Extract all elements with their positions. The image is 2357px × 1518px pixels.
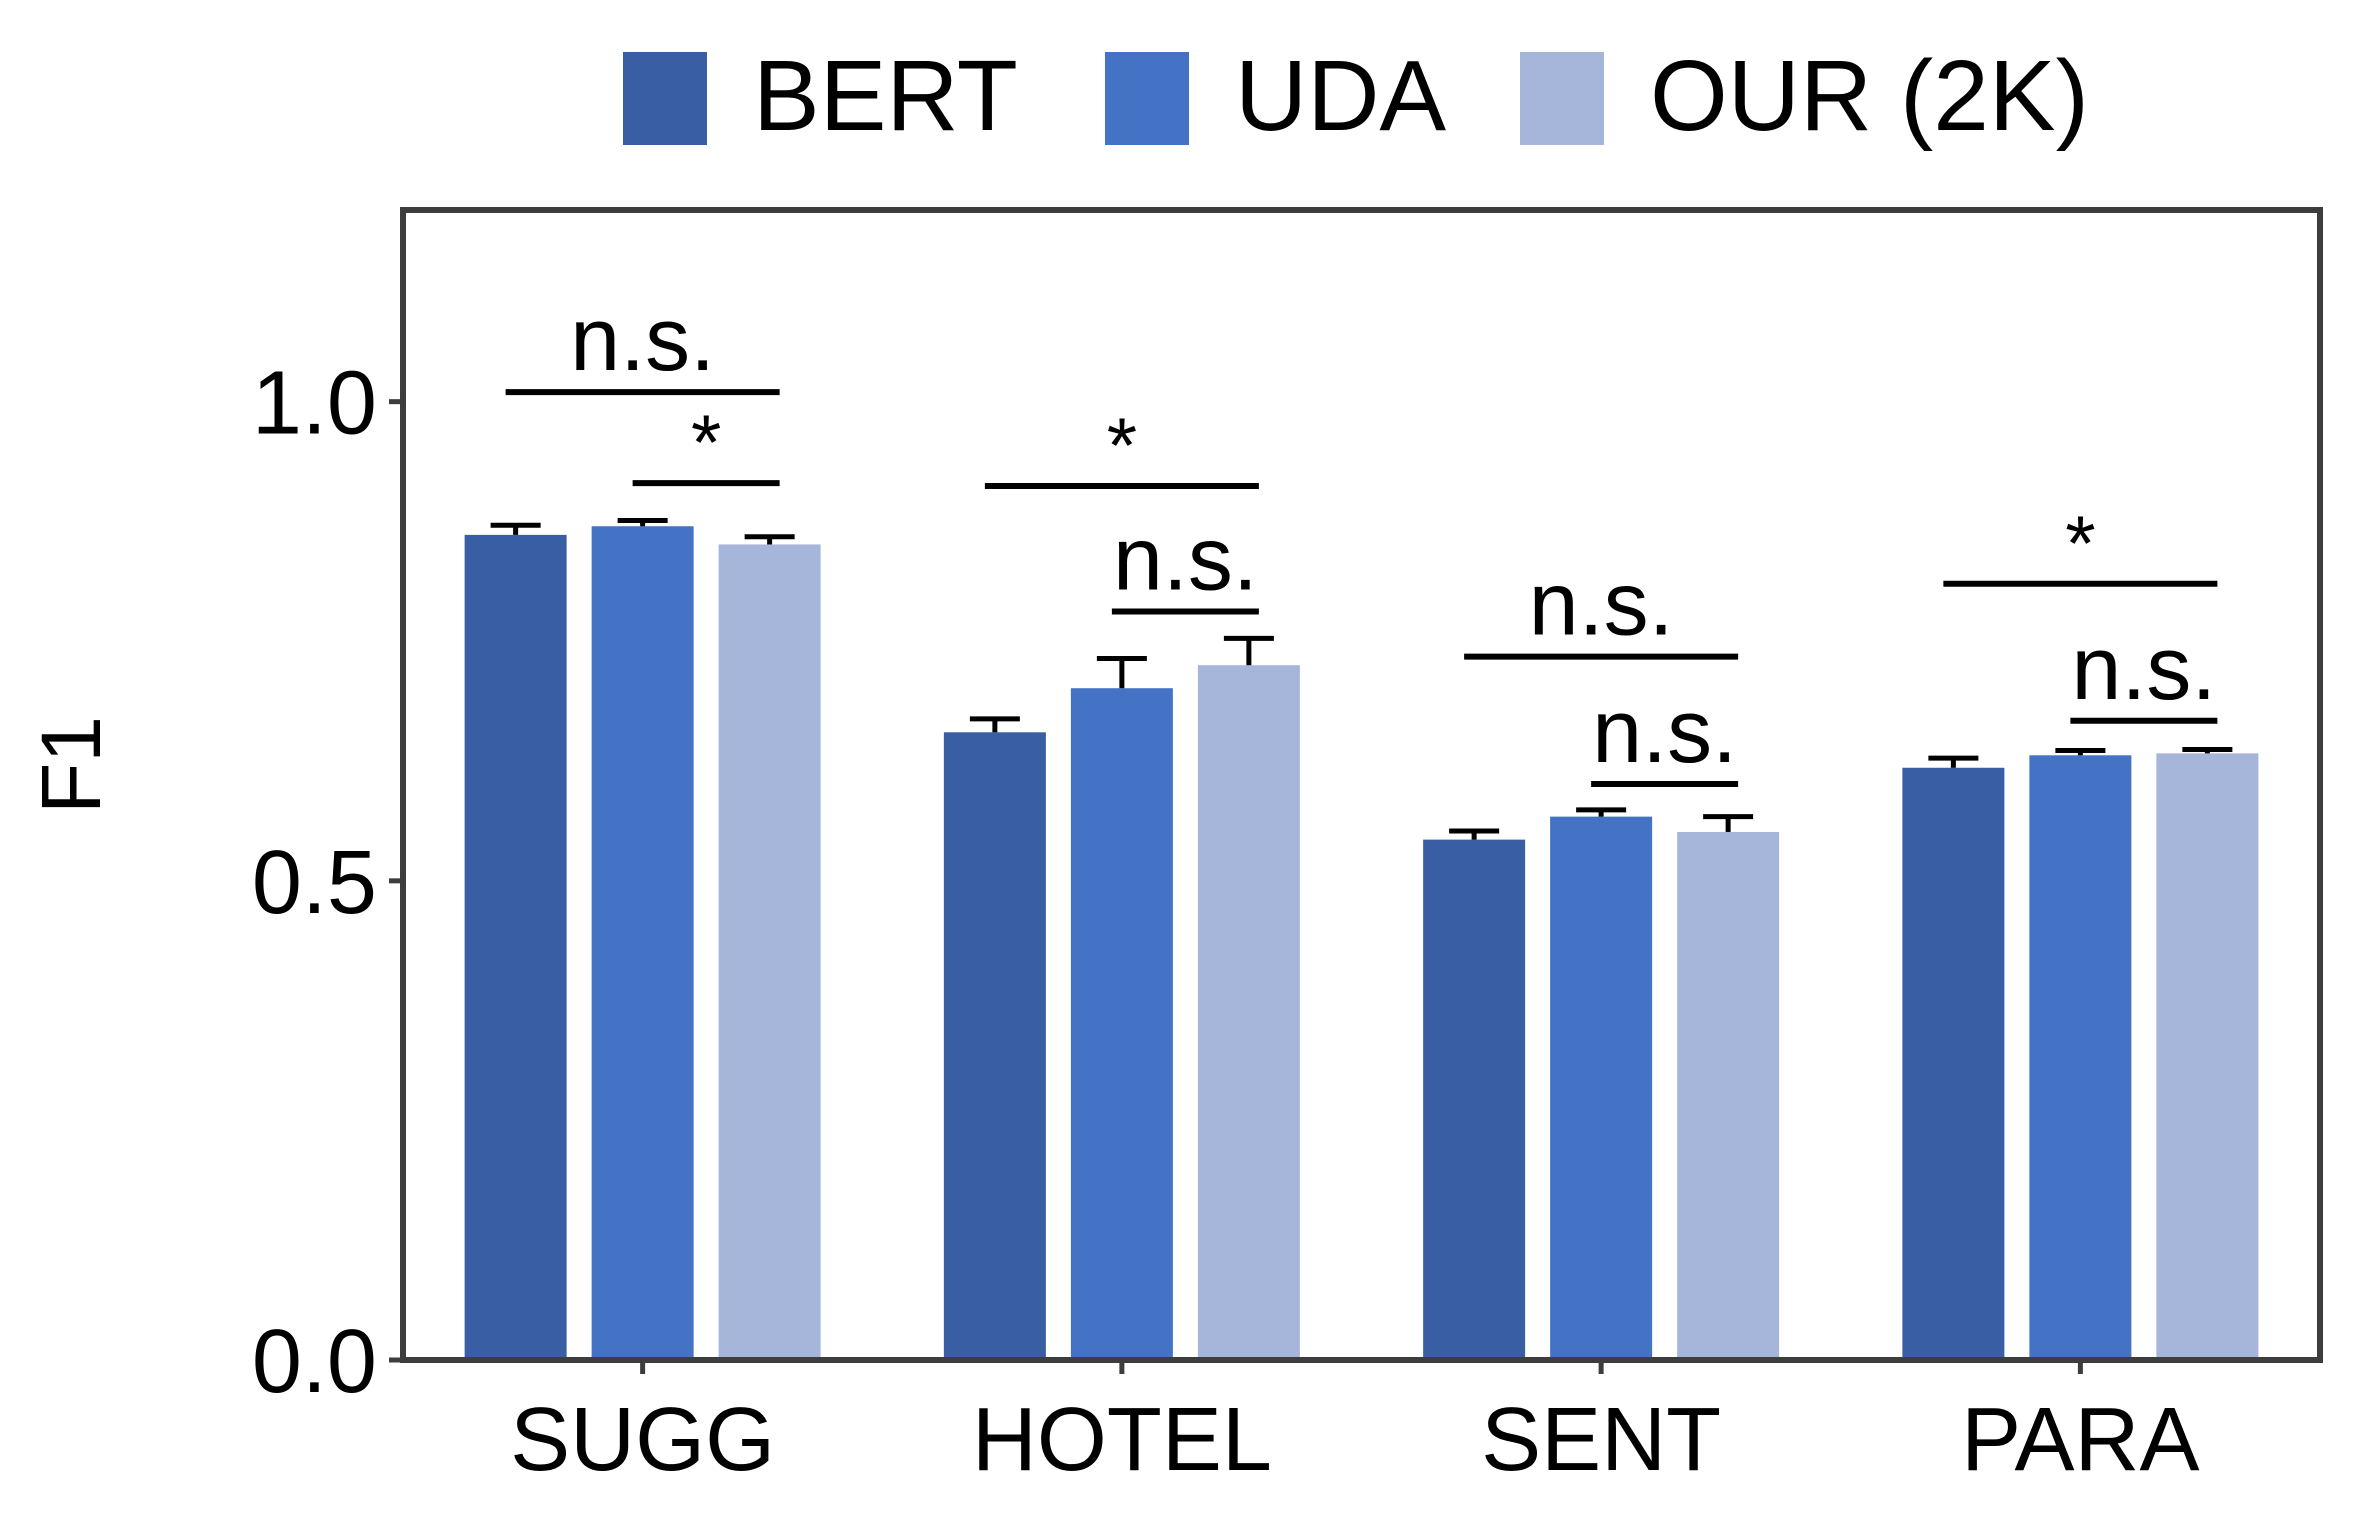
legend-label: BERT bbox=[753, 40, 1018, 152]
bar bbox=[1550, 816, 1653, 1360]
bar bbox=[464, 534, 567, 1360]
significance-label: n.s. bbox=[1529, 555, 1674, 655]
significance-label: n.s. bbox=[1592, 682, 1737, 782]
significance-label: n.s. bbox=[570, 290, 715, 390]
x-tick-label: SENT bbox=[1481, 1390, 1721, 1490]
x-tick-label: PARA bbox=[1961, 1390, 2199, 1490]
legend-swatch bbox=[1105, 52, 1189, 145]
legend-label: OUR (2K) bbox=[1650, 40, 2089, 152]
x-tick-label: HOTEL bbox=[972, 1390, 1272, 1490]
bar bbox=[1423, 839, 1526, 1360]
bar bbox=[1677, 831, 1780, 1360]
y-tick-label: 1.0 bbox=[252, 354, 377, 454]
bar bbox=[1902, 767, 2005, 1360]
bar bbox=[2029, 755, 2132, 1360]
significance-label: n.s. bbox=[1113, 510, 1258, 610]
plot-border bbox=[400, 207, 2323, 1363]
significance-label: * bbox=[691, 398, 721, 486]
legend-item: BERT bbox=[623, 40, 1018, 152]
significance-label: n.s. bbox=[2071, 619, 2216, 719]
bar bbox=[1070, 688, 1173, 1360]
y-tick-label: 0.0 bbox=[252, 1312, 377, 1412]
legend-label: UDA bbox=[1235, 40, 1446, 152]
legend-swatch bbox=[623, 52, 707, 145]
legend: BERT UDA OUR (2K) bbox=[623, 40, 2089, 152]
legend-item: OUR (2K) bbox=[1520, 40, 2089, 152]
significance-label: * bbox=[2065, 499, 2095, 587]
bar bbox=[943, 732, 1046, 1360]
legend-swatch bbox=[1520, 52, 1604, 145]
bar bbox=[718, 544, 821, 1360]
y-axis-label: F1 bbox=[24, 716, 118, 814]
significance-label: * bbox=[1107, 401, 1137, 489]
x-tick-label: SUGG bbox=[510, 1390, 775, 1490]
y-tick-label: 0.5 bbox=[252, 833, 377, 933]
bar bbox=[1197, 665, 1300, 1360]
bar bbox=[2156, 753, 2259, 1360]
legend-item: UDA bbox=[1105, 40, 1446, 152]
bar bbox=[591, 526, 694, 1360]
